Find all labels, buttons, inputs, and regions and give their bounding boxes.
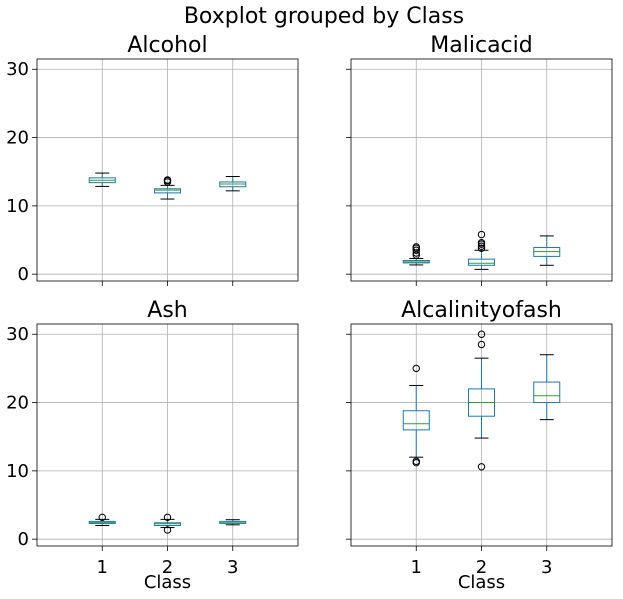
subplot-title: Alcohol (127, 33, 207, 58)
outlier-point (477, 463, 486, 471)
y-tick-label: 30 (6, 59, 29, 80)
x-tick-label: 3 (227, 557, 238, 578)
box-group-class-3 (533, 235, 561, 266)
x-tick-label: 1 (411, 557, 422, 578)
outlier-point (477, 230, 486, 239)
outlier-point (477, 330, 486, 338)
box-group-class-3 (219, 175, 247, 192)
outlier-point (412, 246, 420, 254)
y-tick-label: 10 (6, 461, 29, 482)
x-tick-label: 3 (541, 557, 552, 578)
x-tick-label: 2 (162, 557, 173, 578)
y-tick-label: 10 (6, 196, 29, 217)
subplot-ash: 0 10 20 30 1 2 3 Ash Class (6, 298, 299, 593)
outlier-point (163, 526, 172, 534)
outlier-point (477, 340, 486, 349)
subplot-grid: 0 10 20 30 Alcohol Malicacid 0 10 20 30 1 2 3 Ash Clas… (6, 33, 613, 593)
subplot-title: Malicacid (430, 33, 532, 58)
box-group-class-2 (468, 330, 495, 471)
x-axis-label: Class (144, 572, 191, 593)
box-group-class-3 (533, 354, 561, 421)
outlier-point (163, 513, 172, 522)
outlier-point (477, 244, 486, 252)
box-group-class-1 (88, 172, 116, 187)
outlier-point (98, 513, 106, 522)
outlier-point (412, 243, 420, 251)
subplot-title: Ash (147, 298, 187, 323)
y-tick-label: 20 (6, 128, 29, 149)
x-tick-label: 2 (476, 557, 487, 578)
box-group-class-3 (219, 519, 247, 526)
box-group-class-2 (154, 176, 181, 200)
box-group-class-2 (468, 230, 495, 270)
iqr-box (468, 258, 495, 266)
iqr-box (402, 410, 430, 431)
y-tick-label: 30 (6, 324, 29, 345)
figure-suptitle: Boxplot grouped by Class (184, 4, 464, 29)
y-tick-label: 0 (18, 529, 29, 550)
iqr-box (533, 381, 561, 404)
box-group-class-1 (402, 243, 430, 266)
x-tick-label: 1 (97, 557, 108, 578)
outlier-point (412, 364, 420, 373)
subplot-alcohol: 0 10 20 30 Alcohol (6, 33, 299, 286)
box-group-class-1 (402, 364, 430, 467)
x-axis-label: Class (458, 572, 505, 593)
y-tick-label: 0 (18, 264, 29, 285)
box-group-class-1 (88, 513, 116, 527)
y-tick-label: 20 (6, 393, 29, 414)
subplot-alcalinityofash: 1 2 3 Alcalinityofash Class (346, 298, 613, 593)
outlier-point (412, 457, 420, 465)
subplot-malicacid: Malicacid (346, 33, 613, 286)
outlier-point (477, 242, 486, 250)
subplot-title: Alcalinityofash (401, 298, 562, 323)
outlier-point (163, 176, 172, 184)
outlier-point (477, 239, 486, 247)
iqr-box (154, 188, 181, 194)
box-group-class-2 (154, 513, 181, 534)
